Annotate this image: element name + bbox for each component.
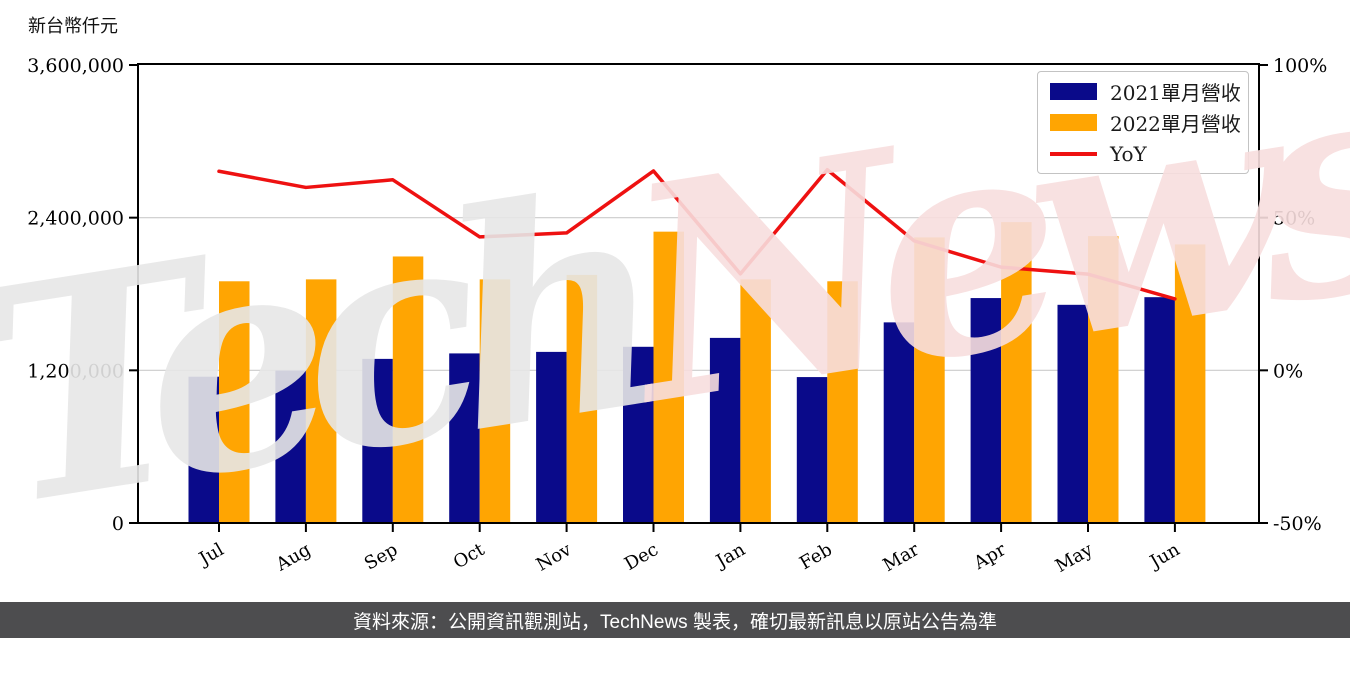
- footer-bar: 資料來源：公開資訊觀測站，TechNews 製表，確切最新訊息以原站公告為準: [0, 602, 1350, 638]
- right-axis-tick-label: 0%: [1273, 360, 1303, 382]
- x-tick-label-Jul: Jul: [194, 539, 228, 571]
- legend-line-swatch-icon: [1050, 151, 1097, 156]
- legend-item-2021: 2021單月營收: [1050, 78, 1241, 105]
- legend: 2021單月營收 2022單月營收 YoY: [1037, 71, 1249, 174]
- x-tick-label-Oct: Oct: [450, 539, 489, 574]
- x-tick-label-Jan: Jan: [711, 539, 749, 573]
- bar-2022-Nov: [566, 274, 598, 522]
- bar-2022-Jan: [740, 279, 771, 522]
- legend-label-yoy: YoY: [1110, 141, 1147, 166]
- page: { "page": {"background": "#ffffff", "wid…: [0, 7, 1350, 638]
- bar-2022-Dec: [653, 231, 684, 522]
- bar-2021-Dec: [623, 346, 654, 522]
- x-tick-label-Sep: Sep: [361, 539, 401, 574]
- bar-2021-May: [1057, 304, 1088, 522]
- legend-swatch-2021-icon: [1050, 83, 1097, 100]
- bar-2022-Aug: [305, 279, 337, 522]
- bar-2021-Oct: [449, 353, 480, 522]
- right-axis-tick-label: 50%: [1273, 208, 1315, 230]
- x-tick-label-Aug: Aug: [272, 539, 315, 576]
- bar-2022-Sep: [392, 256, 424, 522]
- chart-canvas: 0 1,200,000 2,400,000 3,600,000 -50% 0% 50% 100…: [27, 55, 1327, 577]
- x-tick-label-Mar: Mar: [879, 539, 923, 576]
- footer-source-text: 資料來源：公開資訊觀測站，TechNews 製表，確切最新訊息以原站公告為準: [353, 611, 997, 633]
- yoy-line: [217, 167, 1177, 301]
- bar-2022-Mar: [914, 237, 945, 522]
- bar-2021-Sep: [362, 358, 393, 522]
- legend-swatch-2022-icon: [1050, 114, 1097, 131]
- bar-2021-Jan: [709, 337, 741, 522]
- x-tick-label-May: May: [1052, 539, 1097, 577]
- bar-2021-Mar: [883, 322, 915, 522]
- x-tick-label-Jun: Jun: [1145, 539, 1184, 574]
- legend-label-2022: 2022單月營收: [1110, 112, 1241, 136]
- left-axis-tick-label: 1,200,000: [27, 360, 124, 382]
- bar-2021-Jun: [1144, 297, 1175, 522]
- bar-2021-Apr: [970, 298, 1002, 522]
- bar-2022-Oct: [479, 279, 511, 522]
- right-axis-tick-label: -50%: [1273, 513, 1322, 535]
- legend-item-2022: 2022單月營收: [1050, 109, 1241, 136]
- plot-border: [137, 63, 1260, 524]
- y-axis-unit-label: 新台幣仟元: [28, 16, 118, 37]
- bar-2021-Jul: [188, 376, 219, 522]
- bar-2022-May: [1088, 236, 1119, 522]
- bar-2021-Aug: [275, 370, 306, 522]
- legend-label-2021: 2021單月營收: [1110, 81, 1241, 105]
- x-tick-label-Dec: Dec: [621, 539, 662, 575]
- left-axis-tick-label: 2,400,000: [27, 208, 124, 230]
- bar-2021-Feb: [796, 377, 828, 522]
- x-tick-label-Apr: Apr: [970, 539, 1010, 574]
- bar-2022-Apr: [1001, 222, 1032, 522]
- right-axis-tick-label: 100%: [1273, 55, 1327, 77]
- bar-2022-Feb: [827, 281, 858, 522]
- legend-item-yoy: YoY: [1050, 140, 1236, 167]
- x-tick-label-Nov: Nov: [533, 539, 576, 576]
- bar-2021-Nov: [536, 351, 567, 522]
- left-axis-tick-label: 0: [112, 513, 124, 535]
- bar-2022-Jun: [1174, 244, 1206, 522]
- x-tick-label-Feb: Feb: [796, 539, 836, 574]
- left-axis-tick-label: 3,600,000: [27, 55, 124, 77]
- bar-2022-Jul: [219, 281, 250, 522]
